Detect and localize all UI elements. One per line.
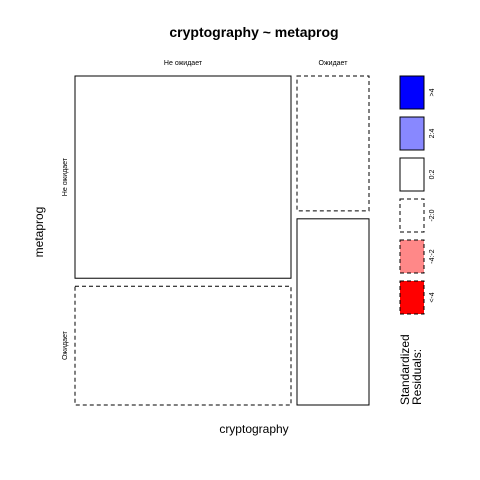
x-category-label: Не ожидает bbox=[164, 60, 203, 67]
y-category-label: Не ожидает bbox=[62, 157, 69, 196]
legend-swatch bbox=[399, 157, 425, 192]
mosaic-cell-1-1 bbox=[296, 218, 370, 406]
legend-swatch bbox=[399, 280, 425, 315]
legend-label: -4:-2 bbox=[429, 249, 436, 264]
legend-label: -2:0 bbox=[429, 209, 436, 221]
mosaic-cell-0-0 bbox=[74, 75, 292, 279]
legend-swatch bbox=[399, 116, 425, 151]
legend-label: 0:2 bbox=[429, 170, 436, 180]
y-category-label: Ожидает bbox=[62, 330, 69, 360]
x-category-labels: Не ожидает Ожидает bbox=[164, 60, 348, 67]
y-axis-label: metaprog bbox=[32, 207, 46, 258]
legend: >4 2:4 0:2 -2:0 -4:-2 <-4 StandardizedResidual… bbox=[398, 75, 436, 405]
legend-swatch bbox=[399, 239, 425, 274]
legend-label: >4 bbox=[429, 88, 436, 96]
x-category-label: Ожидает bbox=[319, 60, 349, 67]
chart-title: cryptography ~ metaprog bbox=[169, 24, 338, 40]
mosaic-cell-0-1 bbox=[74, 285, 292, 406]
legend-label: <-4 bbox=[429, 292, 436, 302]
legend-swatch bbox=[399, 198, 425, 233]
mosaic-cells bbox=[74, 75, 370, 406]
legend-label: 2:4 bbox=[429, 129, 436, 139]
legend-swatch bbox=[399, 75, 425, 110]
legend-title-line: Residuals: bbox=[410, 349, 424, 405]
y-category-labels: Не ожидает Ожидает bbox=[62, 157, 69, 360]
legend-title-line: Standardized bbox=[398, 334, 412, 405]
x-axis-label: cryptography bbox=[219, 422, 288, 436]
mosaic-cell-1-0 bbox=[296, 75, 370, 212]
